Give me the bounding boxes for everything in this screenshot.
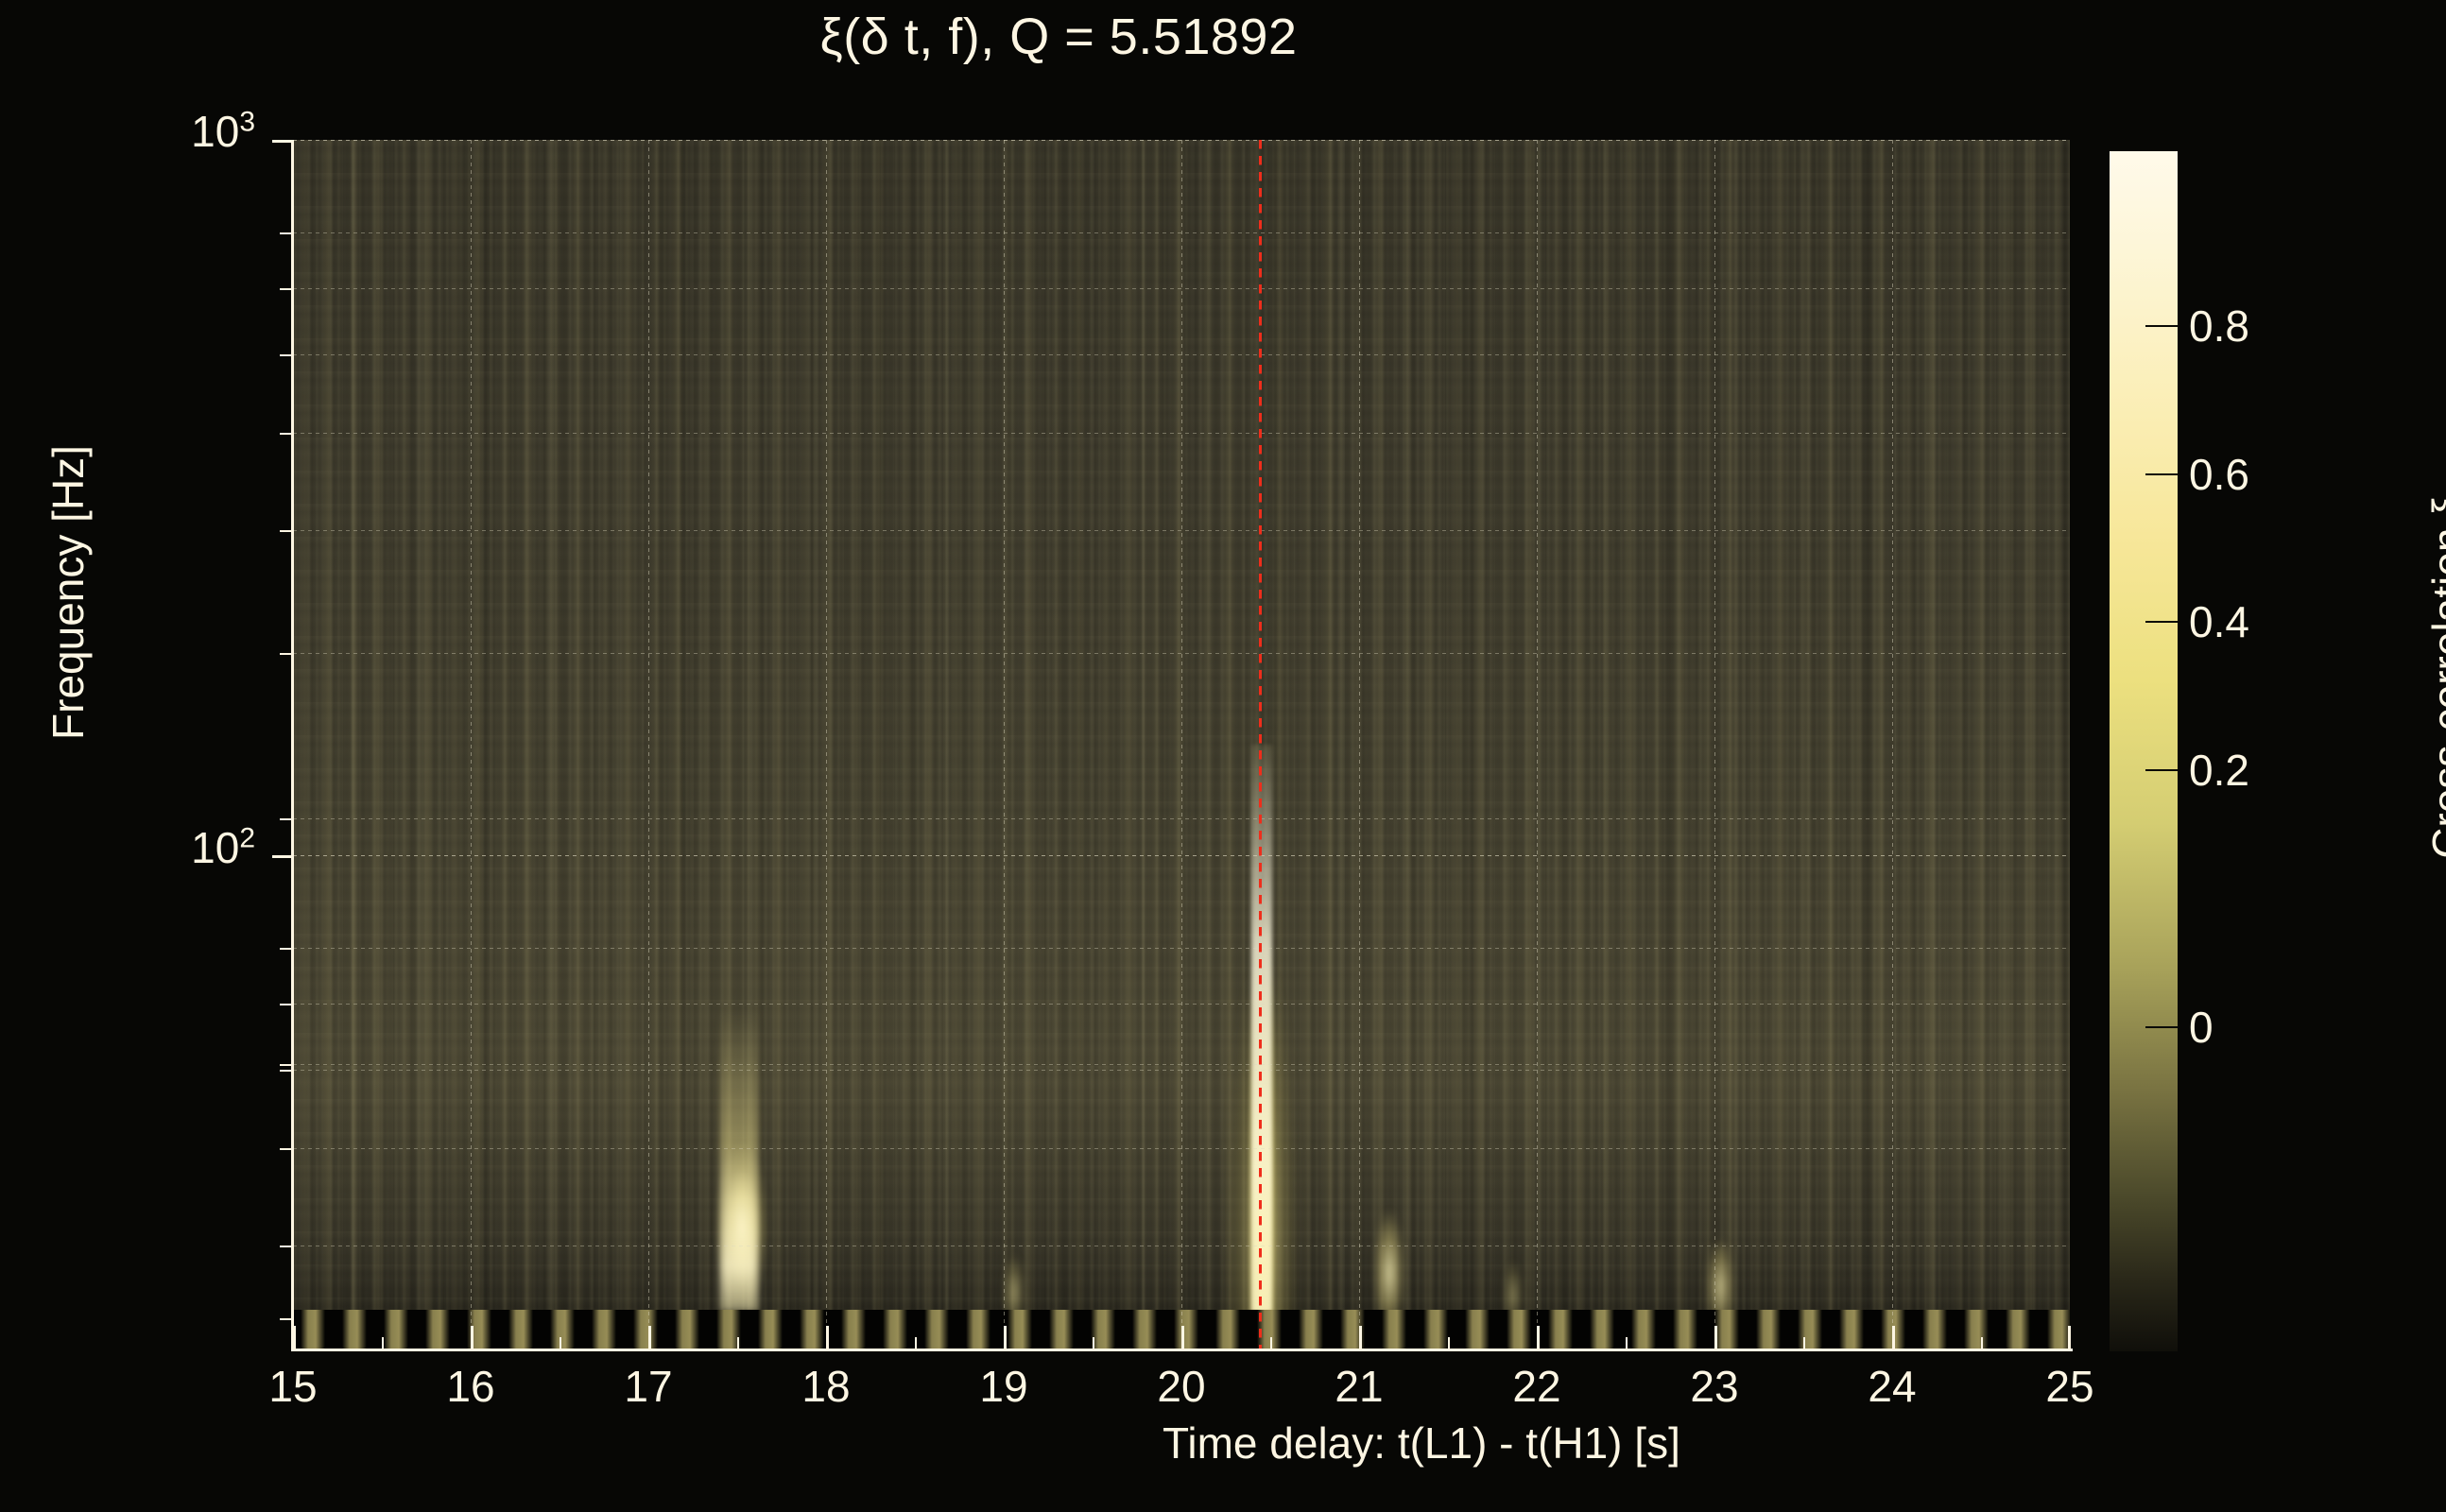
heatmap-noise-medium (293, 140, 2070, 1349)
x-tick-label-19: 19 (979, 1362, 1028, 1411)
chart-title: ξ(δ t, f), Q = 5.51892 (819, 9, 1298, 65)
y-tick-70 (280, 1070, 293, 1072)
x-tick-21-5 (1448, 1337, 1450, 1349)
y-tick-700 (280, 354, 293, 356)
x-tick-22-5 (1626, 1337, 1628, 1349)
colorbar-tick-0-6 (2145, 473, 2178, 475)
y-tick-400 (280, 653, 293, 655)
colorbar-tick-0 (2145, 1026, 2178, 1028)
y-tick-200 (280, 1064, 293, 1066)
x-tick-label-18: 18 (801, 1362, 851, 1411)
x-tick-label-25: 25 (2045, 1362, 2094, 1411)
x-tick-24 (1892, 1326, 1895, 1349)
x-tick-label-16: 16 (446, 1362, 495, 1411)
x-tick-15-5 (382, 1337, 384, 1349)
x-tick-label-22: 22 (1512, 1362, 1561, 1411)
y-tick-label-100: 102 (191, 822, 255, 872)
y-tick-80 (280, 1004, 293, 1005)
y-tick-40 (280, 1318, 293, 1320)
x-tick-label-24: 24 (1868, 1362, 1917, 1411)
heatmap-brightness-trend (293, 140, 2070, 1349)
x-tick-18 (826, 1326, 829, 1349)
x-tick-22 (1537, 1326, 1540, 1349)
y-tick-label-1000: 103 (191, 106, 255, 156)
x-tick-label-15: 15 (268, 1362, 318, 1411)
x-tick-15 (293, 1326, 296, 1349)
y-tick-100 (272, 855, 293, 858)
colorbar-tick-0-2 (2145, 769, 2178, 771)
y-tick-600 (280, 433, 293, 435)
y-tick-500 (280, 530, 293, 532)
heatmap-noise-coarse (293, 140, 2070, 1349)
colorbar-gradient[interactable] (2110, 151, 2178, 1351)
axis-left-line (291, 140, 294, 1351)
x-tick-19-5 (1093, 1337, 1094, 1349)
x-tick-label-20: 20 (1157, 1362, 1206, 1411)
y-tick-800 (280, 288, 293, 290)
x-tick-20 (1181, 1326, 1184, 1349)
peak-delay-marker-line (1259, 140, 1262, 1349)
y-tick-300 (280, 818, 293, 820)
x-axis-title: Time delay: t(L1) - t(H1) [s] (1163, 1418, 1680, 1468)
x-tick-23-5 (1803, 1337, 1805, 1349)
colorbar-label-0-8: 0.8 (2189, 301, 2249, 351)
colorbar-tick-0-4 (2145, 621, 2178, 623)
axis-bottom-line (291, 1349, 2073, 1351)
colorbar-title: Cross-correlation ξ (2423, 496, 2446, 859)
x-tick-21 (1359, 1326, 1362, 1349)
x-tick-label-17: 17 (624, 1362, 673, 1411)
y-tick-90 (280, 948, 293, 950)
x-tick-19 (1004, 1326, 1007, 1349)
colorbar-tick-0-8 (2145, 325, 2178, 327)
colorbar-label-0: 0 (2189, 1003, 2213, 1052)
x-tick-label-23: 23 (1690, 1362, 1739, 1411)
x-tick-23 (1714, 1326, 1717, 1349)
y-tick-1000 (272, 140, 293, 143)
heatmap-row-banding (293, 140, 2070, 1349)
x-tick-25 (2068, 1326, 2071, 1349)
x-tick-17 (648, 1326, 651, 1349)
colorbar-label-0-2: 0.2 (2189, 746, 2249, 795)
colorbar-label-0-6: 0.6 (2189, 450, 2249, 499)
x-tick-24-5 (1981, 1337, 1983, 1349)
colorbar-label-0-4: 0.4 (2189, 597, 2249, 646)
y-axis-title: Frequency [Hz] (43, 445, 93, 740)
x-tick-18-5 (915, 1337, 917, 1349)
y-tick-50 (280, 1246, 293, 1247)
heatmap-plot-area[interactable] (293, 140, 2070, 1349)
y-tick-900 (280, 232, 293, 234)
x-tick-17-5 (737, 1337, 739, 1349)
heatmap-noise-fine (293, 140, 2070, 1349)
x-tick-16 (471, 1326, 474, 1349)
x-tick-20-5 (1270, 1337, 1272, 1349)
y-tick-60 (280, 1148, 293, 1150)
x-tick-16-5 (560, 1337, 561, 1349)
x-tick-label-21: 21 (1335, 1362, 1384, 1411)
